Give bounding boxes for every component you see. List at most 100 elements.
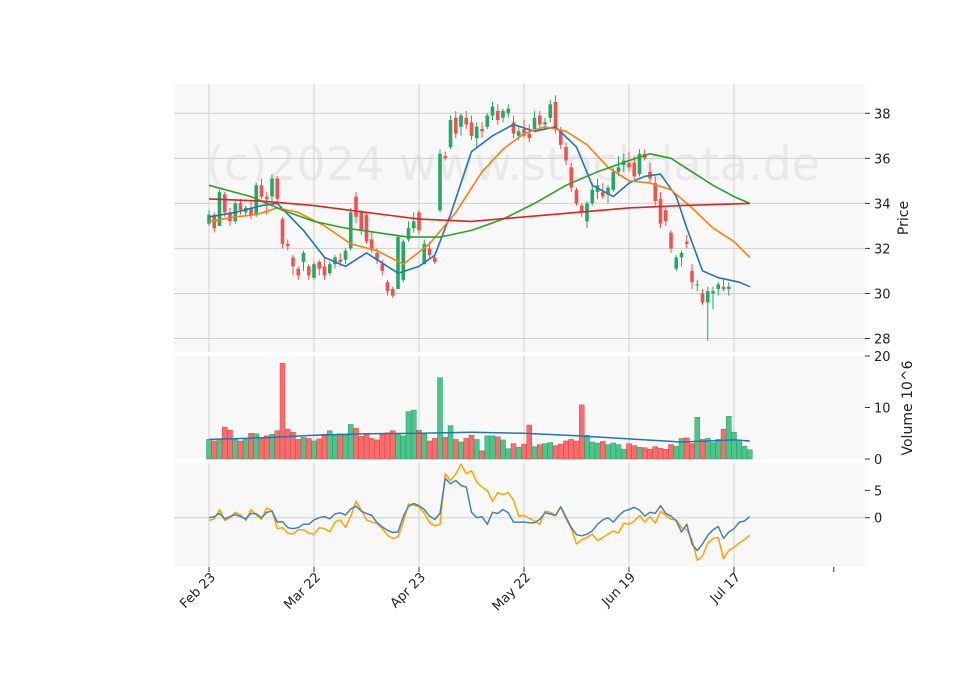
volume-bar <box>621 448 627 460</box>
candle-body <box>522 129 526 136</box>
y-tick-label-price: 28 <box>874 332 891 347</box>
volume-bar <box>279 362 286 460</box>
volume-bar <box>348 424 354 460</box>
volume-bar <box>642 447 648 460</box>
volume-bar <box>731 431 737 460</box>
candle-body <box>700 293 705 303</box>
candle-body <box>537 115 542 125</box>
volume-bar <box>615 444 622 460</box>
x-tick-label: Mar 22 <box>281 570 324 613</box>
volume-bar <box>227 429 233 460</box>
candle-body <box>459 115 463 127</box>
candle-body <box>569 167 574 188</box>
volume-bar <box>736 441 742 460</box>
candle-body <box>506 108 511 114</box>
candle-body <box>333 257 337 265</box>
volume-bar <box>405 411 412 460</box>
volume-bar <box>458 441 464 460</box>
candle-body <box>574 189 579 204</box>
panel-bg-oscillator <box>174 463 865 567</box>
volume-bar <box>306 438 312 460</box>
volume-bar <box>332 434 338 460</box>
y-tick-label-volume: 0 <box>874 453 882 468</box>
candle-body <box>406 228 411 240</box>
volume-bar <box>337 433 343 460</box>
candle-body <box>222 194 227 213</box>
price-axis-title: Price <box>896 201 912 235</box>
volume-bar <box>537 444 543 460</box>
volume-bar <box>495 436 501 460</box>
candle-body <box>228 212 232 222</box>
volume-bar <box>463 438 469 460</box>
candle-body <box>390 288 395 296</box>
ma-line-ma_fast <box>208 123 751 288</box>
volume-bar <box>715 439 721 460</box>
candle-body <box>711 291 715 294</box>
candle-body <box>354 196 358 217</box>
volume-bar <box>741 445 748 460</box>
candle-body <box>259 185 264 197</box>
volume-bar <box>295 439 301 460</box>
volume-bar <box>243 438 249 460</box>
volume-bar <box>453 439 459 460</box>
oscillator-main-line <box>208 477 751 552</box>
candle-body <box>427 248 432 256</box>
volume-bar <box>505 448 511 460</box>
candle-body <box>511 122 516 134</box>
candle-body <box>726 286 731 289</box>
candle-body <box>543 122 547 125</box>
volume-bar <box>542 443 548 460</box>
candle-body <box>585 203 589 222</box>
volume-bar <box>510 443 517 460</box>
candle-body <box>485 115 490 127</box>
volume-bar <box>442 437 448 460</box>
volume-bar <box>573 440 580 460</box>
volume-ma-line <box>208 431 750 443</box>
volume-bar <box>474 439 480 460</box>
candle-body <box>590 189 595 204</box>
volume-bar <box>594 442 601 460</box>
candle-body <box>527 133 532 139</box>
candle-body <box>532 117 537 130</box>
candle-body <box>658 198 663 224</box>
y-tick-label-volume: 10 <box>874 402 891 417</box>
candle-body <box>611 171 616 190</box>
candle-body <box>306 266 311 276</box>
y-tick-label-price: 32 <box>874 242 891 257</box>
candle-body <box>464 117 469 125</box>
candle-body <box>438 153 442 211</box>
candle-body <box>249 207 253 215</box>
candle-body <box>663 210 668 222</box>
candle-body <box>380 264 385 271</box>
volume-bar <box>710 442 716 460</box>
candle-body <box>579 205 584 213</box>
x-tick-label: Apr 23 <box>388 570 429 611</box>
volume-bar <box>222 426 228 460</box>
volume-bar <box>689 443 695 460</box>
volume-bar <box>437 377 443 460</box>
volume-bar <box>311 440 317 460</box>
candle-body <box>238 203 243 211</box>
volume-bar <box>547 442 553 460</box>
candle-body <box>443 156 448 159</box>
volume-bar <box>579 404 585 460</box>
candle-body <box>348 212 353 249</box>
volume-bar <box>416 429 422 460</box>
volume-bar <box>363 433 370 460</box>
watermark: (c)2024 www.stockdata.de <box>206 137 820 191</box>
y-tick-label-price: 30 <box>874 287 891 302</box>
candle-body <box>375 252 379 260</box>
candle-body <box>690 270 694 283</box>
volume-bar <box>657 447 664 460</box>
x-tick-label: Jul 17 <box>707 570 744 607</box>
candle-body <box>212 214 217 229</box>
volume-bar <box>321 434 328 460</box>
candle-body <box>564 147 568 161</box>
candle-body <box>469 122 474 136</box>
x-tick-label: Jun 19 <box>599 570 639 610</box>
volume-bar <box>531 446 538 460</box>
volume-bar <box>668 444 674 460</box>
candle-body <box>453 117 458 134</box>
candle-body <box>674 257 679 269</box>
